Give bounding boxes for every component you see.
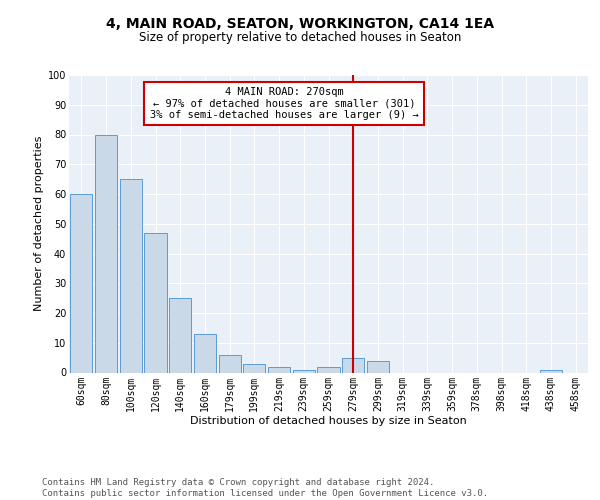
Bar — [540, 370, 562, 372]
X-axis label: Distribution of detached houses by size in Seaton: Distribution of detached houses by size … — [190, 416, 467, 426]
Y-axis label: Number of detached properties: Number of detached properties — [34, 136, 44, 312]
Bar — [317, 366, 340, 372]
Bar — [194, 334, 216, 372]
Bar — [218, 354, 241, 372]
Bar — [119, 179, 142, 372]
Bar — [342, 358, 364, 372]
Text: Size of property relative to detached houses in Seaton: Size of property relative to detached ho… — [139, 31, 461, 44]
Text: Contains HM Land Registry data © Crown copyright and database right 2024.
Contai: Contains HM Land Registry data © Crown c… — [42, 478, 488, 498]
Bar — [95, 134, 117, 372]
Text: 4, MAIN ROAD, SEATON, WORKINGTON, CA14 1EA: 4, MAIN ROAD, SEATON, WORKINGTON, CA14 1… — [106, 18, 494, 32]
Bar — [268, 366, 290, 372]
Bar — [243, 364, 265, 372]
Text: 4 MAIN ROAD: 270sqm
← 97% of detached houses are smaller (301)
3% of semi-detach: 4 MAIN ROAD: 270sqm ← 97% of detached ho… — [149, 87, 418, 120]
Bar — [145, 232, 167, 372]
Bar — [70, 194, 92, 372]
Bar — [293, 370, 315, 372]
Bar — [367, 360, 389, 372]
Bar — [169, 298, 191, 372]
